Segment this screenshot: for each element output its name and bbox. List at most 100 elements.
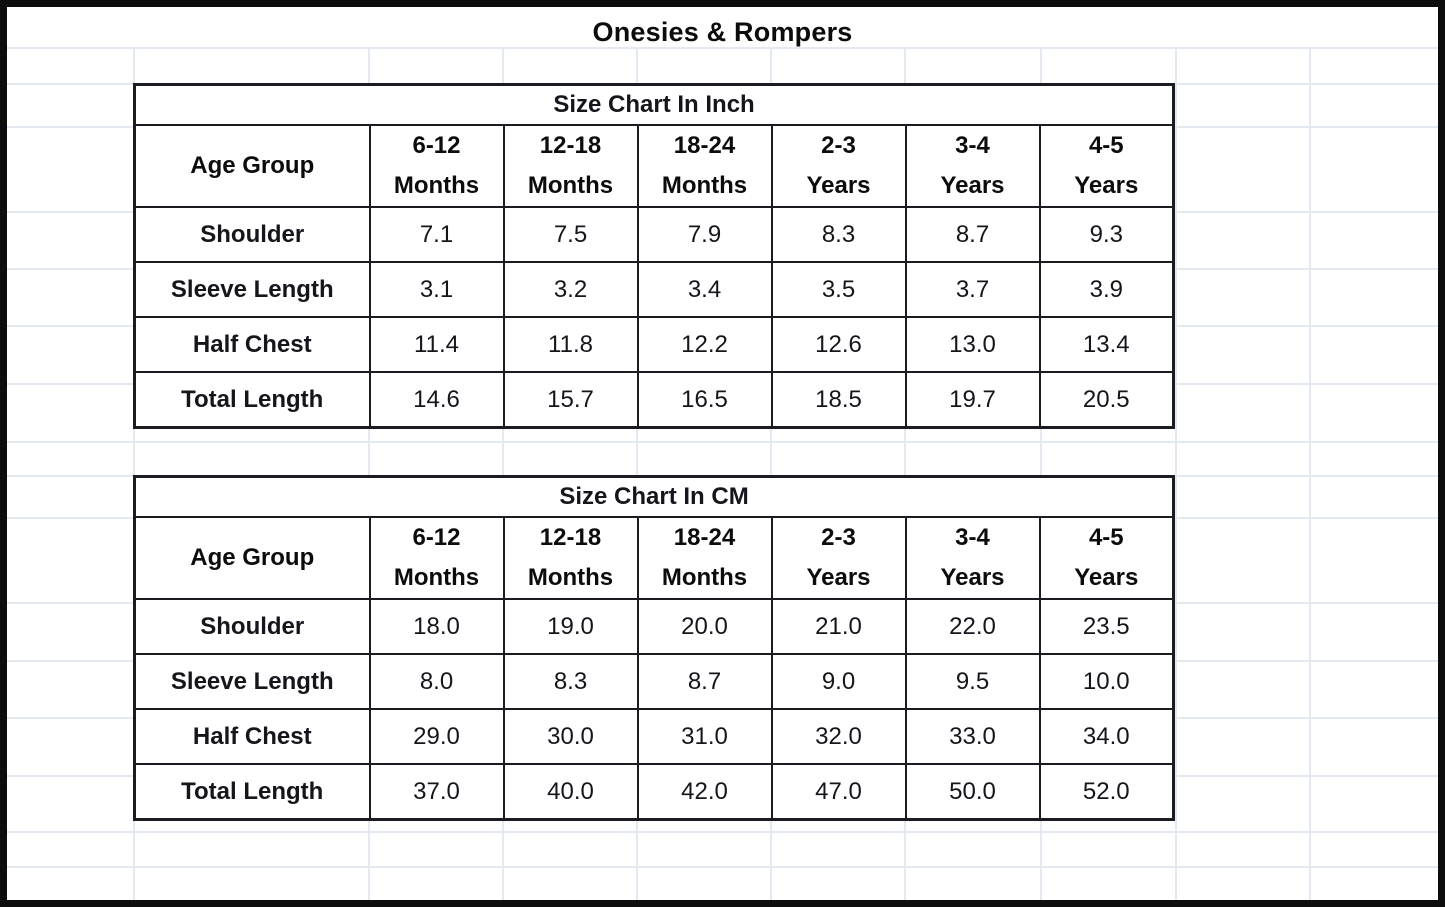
table-row-sleeve-length: Sleeve Length 3.1 3.2 3.4 3.5 3.7 3.9 bbox=[133, 261, 1175, 318]
gridline-v bbox=[770, 47, 772, 900]
gridline-h bbox=[7, 441, 1438, 443]
column-header: 12-18 Months bbox=[502, 516, 639, 600]
cell-value: 34.0 bbox=[1038, 708, 1175, 765]
column-header-unit: Years bbox=[806, 172, 871, 199]
cell-value: 7.1 bbox=[368, 206, 505, 263]
column-header-range: 3-4 bbox=[955, 524, 990, 551]
cell-value: 47.0 bbox=[770, 763, 907, 821]
cell-value: 37.0 bbox=[368, 763, 505, 821]
table-title: Size Chart In Inch bbox=[133, 83, 1175, 126]
column-header-range: 4-5 bbox=[1088, 524, 1124, 551]
cell-value: 50.0 bbox=[904, 763, 1041, 821]
column-header-range: 12-18 bbox=[539, 132, 602, 159]
cell-value: 13.0 bbox=[904, 316, 1041, 373]
header-age-group: Age Group bbox=[133, 516, 371, 600]
cell-value: 3.7 bbox=[904, 261, 1041, 318]
column-header: 4-5 Years bbox=[1038, 516, 1175, 600]
cell-value: 16.5 bbox=[636, 371, 773, 429]
gridline-h bbox=[7, 866, 1438, 868]
cell-value: 8.7 bbox=[636, 653, 773, 710]
column-header-range: 18-24 bbox=[673, 132, 736, 159]
size-table-inch: Size Chart In Inch Age Group 6-12 Months … bbox=[133, 83, 1176, 429]
cell-value: 52.0 bbox=[1038, 763, 1175, 821]
column-header: 3-4 Years bbox=[904, 124, 1041, 208]
column-header: 18-24 Months bbox=[636, 124, 773, 208]
column-header-unit: Months bbox=[661, 564, 748, 591]
cell-value: 9.3 bbox=[1038, 206, 1175, 263]
cell-value: 13.4 bbox=[1038, 316, 1175, 373]
column-header-range: 12-18 bbox=[539, 524, 602, 551]
cell-value: 23.5 bbox=[1038, 598, 1175, 655]
gridline-v bbox=[636, 47, 638, 900]
column-header: 2-3 Years bbox=[770, 516, 907, 600]
cell-value: 33.0 bbox=[904, 708, 1041, 765]
column-header-unit: Months bbox=[661, 172, 748, 199]
gridline-v bbox=[1309, 47, 1311, 900]
cell-value: 18.5 bbox=[770, 371, 907, 429]
page-title: Onesies & Rompers bbox=[592, 16, 853, 47]
gridline-v bbox=[502, 47, 504, 900]
table-row-total-length: Total Length 37.0 40.0 42.0 47.0 50.0 52… bbox=[133, 763, 1175, 821]
column-header-unit: Months bbox=[393, 564, 480, 591]
column-header-unit: Years bbox=[806, 564, 871, 591]
row-label: Half Chest bbox=[133, 316, 371, 373]
table-row-shoulder: Shoulder 18.0 19.0 20.0 21.0 22.0 23.5 bbox=[133, 598, 1175, 655]
cell-value: 8.3 bbox=[770, 206, 907, 263]
gridline-v bbox=[133, 47, 135, 900]
gridline-v bbox=[1175, 47, 1177, 900]
cell-value: 21.0 bbox=[770, 598, 907, 655]
table-row-half-chest: Half Chest 29.0 30.0 31.0 32.0 33.0 34.0 bbox=[133, 708, 1175, 765]
cell-value: 32.0 bbox=[770, 708, 907, 765]
cell-value: 30.0 bbox=[502, 708, 639, 765]
cell-value: 20.0 bbox=[636, 598, 773, 655]
column-header: 12-18 Months bbox=[502, 124, 639, 208]
cell-value: 7.5 bbox=[502, 206, 639, 263]
row-label: Shoulder bbox=[133, 598, 371, 655]
column-header-range: 2-3 bbox=[821, 524, 856, 551]
cell-value: 29.0 bbox=[368, 708, 505, 765]
column-header: 6-12 Months bbox=[368, 124, 505, 208]
row-label: Sleeve Length bbox=[133, 261, 371, 318]
row-label: Half Chest bbox=[133, 708, 371, 765]
column-header-unit: Years bbox=[940, 172, 1005, 199]
column-header-unit: Months bbox=[527, 172, 614, 199]
cell-value: 19.7 bbox=[904, 371, 1041, 429]
cell-value: 42.0 bbox=[636, 763, 773, 821]
cell-value: 31.0 bbox=[636, 708, 773, 765]
cell-value: 15.7 bbox=[502, 371, 639, 429]
cell-value: 14.6 bbox=[368, 371, 505, 429]
column-header: 6-12 Months bbox=[368, 516, 505, 600]
gridline-v bbox=[904, 47, 906, 900]
table-row-half-chest: Half Chest 11.4 11.8 12.2 12.6 13.0 13.4 bbox=[133, 316, 1175, 373]
cell-value: 12.2 bbox=[636, 316, 773, 373]
column-header-range: 6-12 bbox=[412, 524, 461, 551]
row-label: Total Length bbox=[133, 763, 371, 821]
size-table-cm: Size Chart In CM Age Group 6-12 Months 12… bbox=[133, 475, 1176, 821]
table-title: Size Chart In CM bbox=[133, 475, 1175, 518]
column-header-range: 4-5 bbox=[1088, 132, 1124, 159]
cell-value: 20.5 bbox=[1038, 371, 1175, 429]
cell-value: 11.8 bbox=[502, 316, 639, 373]
cell-value: 9.5 bbox=[904, 653, 1041, 710]
column-header-range: 6-12 bbox=[412, 132, 461, 159]
cell-value: 3.2 bbox=[502, 261, 639, 318]
cell-value: 12.6 bbox=[770, 316, 907, 373]
row-label: Shoulder bbox=[133, 206, 371, 263]
gridline-v bbox=[1040, 47, 1042, 900]
table-header-row: Age Group 6-12 Months 12-18 Months 18-24 Mo… bbox=[133, 124, 1175, 208]
column-header: 2-3 Years bbox=[770, 124, 907, 208]
cell-value: 11.4 bbox=[368, 316, 505, 373]
column-header: 18-24 Months bbox=[636, 516, 773, 600]
table-row-total-length: Total Length 14.6 15.7 16.5 18.5 19.7 20… bbox=[133, 371, 1175, 429]
column-header: 3-4 Years bbox=[904, 516, 1041, 600]
cell-value: 22.0 bbox=[904, 598, 1041, 655]
cell-value: 7.9 bbox=[636, 206, 773, 263]
table-row-sleeve-length: Sleeve Length 8.0 8.3 8.7 9.0 9.5 10.0 bbox=[133, 653, 1175, 710]
gridline-v bbox=[368, 47, 370, 900]
cell-value: 40.0 bbox=[502, 763, 639, 821]
column-header-unit: Years bbox=[1074, 172, 1139, 199]
gridline-h bbox=[7, 47, 1438, 49]
gridline-h bbox=[7, 831, 1438, 833]
row-label: Sleeve Length bbox=[133, 653, 371, 710]
